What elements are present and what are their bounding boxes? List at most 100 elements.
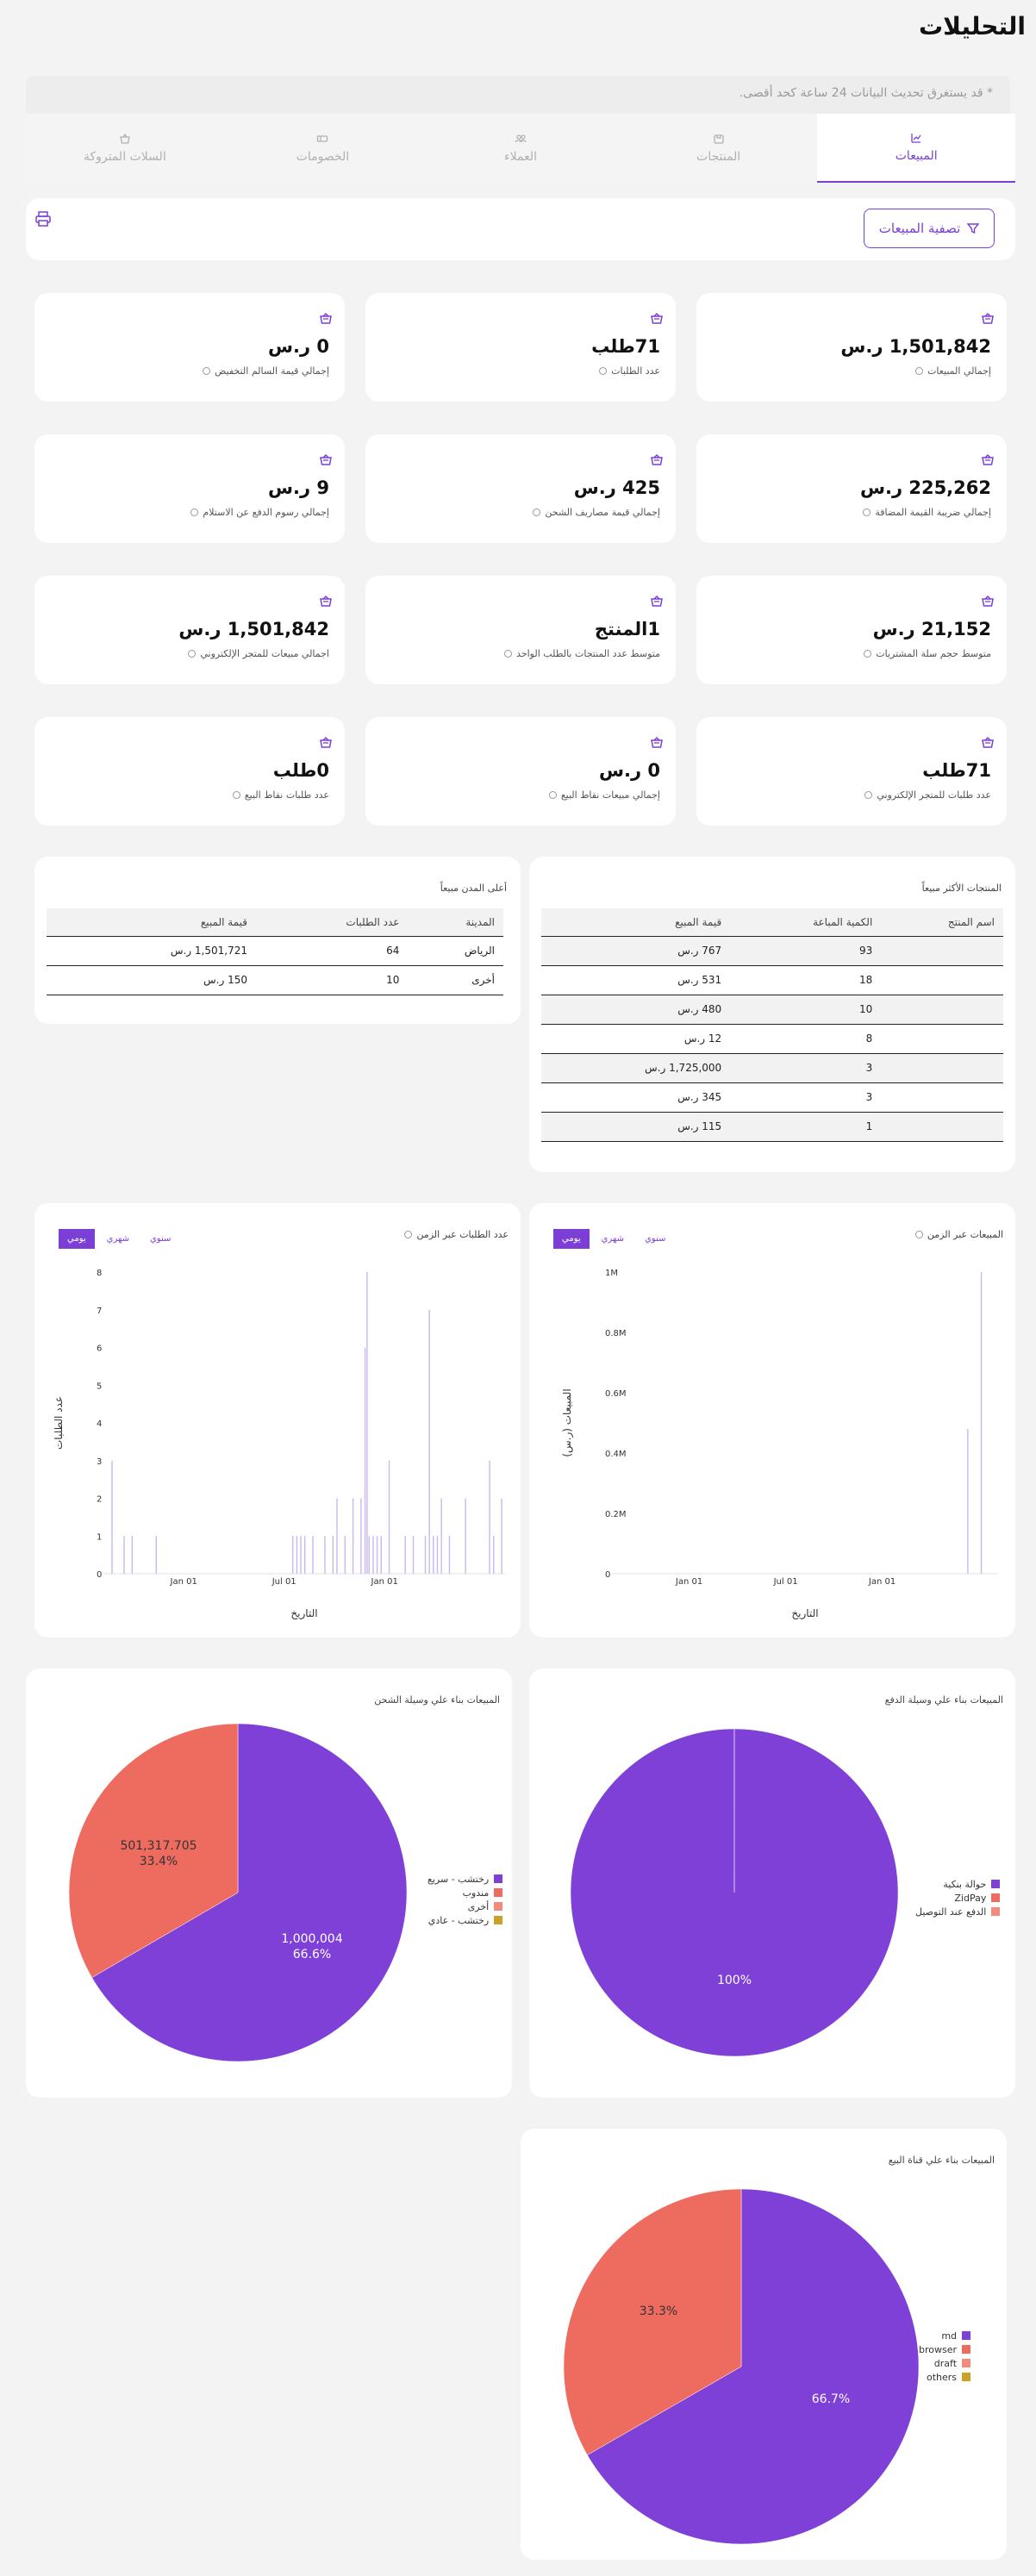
stat-label: عدد طلبات للمتجر الإلكتروني: [864, 789, 991, 801]
info-icon[interactable]: [533, 508, 541, 516]
info-icon[interactable]: [864, 791, 873, 799]
basket-icon: [982, 595, 994, 607]
bar[interactable]: [501, 1498, 502, 1575]
info-icon[interactable]: [599, 367, 608, 375]
y-tick-label: 4: [97, 1419, 102, 1429]
table-cell: أخرى: [408, 965, 503, 995]
y-tick-label: 0.8M: [605, 1329, 627, 1338]
print-icon[interactable]: [34, 210, 52, 228]
bar[interactable]: [428, 1309, 430, 1574]
bar[interactable]: [300, 1536, 302, 1574]
top-products-card: المنتجات الأكثر مبيعاً اسم المنتج الكمية …: [529, 857, 1015, 1172]
bar[interactable]: [967, 1429, 969, 1574]
bar[interactable]: [296, 1536, 298, 1574]
stat-card: 21,152 ر.س متوسط حجم سلة المشتريات: [696, 576, 1007, 684]
bar[interactable]: [436, 1536, 439, 1574]
basket-icon: [120, 133, 130, 144]
bar[interactable]: [380, 1536, 382, 1574]
basket-icon: [651, 453, 663, 465]
bar[interactable]: [155, 1536, 157, 1574]
bar[interactable]: [376, 1536, 378, 1574]
info-icon[interactable]: [914, 367, 923, 375]
chart-title: عدد الطلبات عبر الزمن: [404, 1229, 509, 1240]
bar[interactable]: [312, 1536, 314, 1574]
bar[interactable]: [433, 1536, 434, 1574]
bar[interactable]: [360, 1498, 362, 1575]
bar[interactable]: [448, 1536, 451, 1574]
y-tick-label: 0.2M: [605, 1510, 627, 1519]
x-tick-label: Jan 01: [675, 1577, 702, 1587]
stat-card: 1,501,842 ر.س إجمالي المبيعات: [696, 293, 1007, 402]
info-icon[interactable]: [863, 508, 871, 516]
period-option[interactable]: يومي: [553, 1229, 590, 1249]
tab-label: الخصومات: [296, 150, 350, 164]
bar[interactable]: [412, 1536, 415, 1574]
legend-item[interactable]: الدفع عند التوصيل: [915, 1905, 1001, 1918]
bar[interactable]: [388, 1460, 390, 1574]
bar[interactable]: [324, 1536, 326, 1574]
bar[interactable]: [111, 1460, 113, 1574]
period-option[interactable]: شهري: [601, 1234, 624, 1244]
stat-label: اجمالي مبيعات للمتجر الإلكتروني: [188, 648, 329, 659]
bar[interactable]: [424, 1536, 427, 1574]
stat-value: 71طلب: [922, 760, 991, 781]
bar[interactable]: [404, 1536, 406, 1574]
orders-over-time-card: عدد الطلبات عبر الزمن يومي شهري سنوي 0 1 2 3 4 5 6…: [34, 1203, 521, 1637]
legend-item[interactable]: others: [919, 2370, 971, 2384]
info-icon[interactable]: [203, 367, 211, 375]
bar[interactable]: [493, 1536, 495, 1574]
info-icon[interactable]: [404, 1231, 413, 1238]
table-row: 18 531 ر.س: [541, 965, 1003, 995]
info-icon[interactable]: [864, 650, 872, 658]
info-icon[interactable]: [190, 508, 199, 516]
pie-slice[interactable]: [587, 2188, 920, 2545]
bar[interactable]: [368, 1536, 370, 1574]
stat-value: 0طلب: [272, 760, 329, 781]
bar[interactable]: [332, 1536, 334, 1574]
pie-chart: 66.7% 33.3%: [563, 2188, 920, 2545]
legend-item[interactable]: رختشب - عادي: [428, 1913, 503, 1927]
legend-item[interactable]: حوالة بنكية: [915, 1877, 1001, 1891]
table-cell: 10: [730, 995, 882, 1025]
bar[interactable]: [440, 1498, 442, 1575]
info-icon[interactable]: [548, 791, 557, 799]
period-option[interactable]: سنوي: [149, 1234, 172, 1244]
pie-slice[interactable]: [563, 2188, 742, 2455]
filter-sales-button[interactable]: تصفية المبيعات: [864, 209, 995, 248]
tab-1[interactable]: المنتجات: [620, 114, 818, 183]
tab-4[interactable]: السلات المتروكة: [26, 114, 224, 183]
period-option[interactable]: شهري: [106, 1234, 129, 1244]
tab-0[interactable]: المبيعات: [817, 114, 1015, 183]
bar[interactable]: [980, 1272, 983, 1574]
tab-3[interactable]: الخصومات: [224, 114, 422, 183]
bar[interactable]: [304, 1536, 306, 1574]
stat-label-text: إجمالي قيمة السالم التخفيض: [215, 365, 329, 377]
x-tick-label: Jan 01: [371, 1577, 398, 1587]
bar[interactable]: [131, 1536, 134, 1574]
pie-slice[interactable]: [91, 1723, 408, 2062]
period-option[interactable]: سنوي: [644, 1234, 666, 1244]
legend-item[interactable]: أخرى: [428, 1899, 503, 1913]
info-icon[interactable]: [914, 1231, 923, 1238]
legend-item[interactable]: مندوب: [428, 1886, 503, 1899]
legend-item[interactable]: browser: [919, 2342, 971, 2356]
legend-item[interactable]: ZidPay: [915, 1891, 1001, 1905]
legend-item[interactable]: draft: [919, 2356, 971, 2370]
bar[interactable]: [366, 1272, 368, 1574]
bar[interactable]: [489, 1460, 490, 1574]
bar[interactable]: [344, 1536, 346, 1574]
info-icon[interactable]: [188, 650, 197, 658]
tab-2[interactable]: العملاء: [421, 114, 620, 183]
stat-label-text: عدد طلبات للمتجر الإلكتروني: [877, 789, 991, 801]
legend-item[interactable]: رختشب - سريع: [428, 1872, 503, 1886]
period-option[interactable]: يومي: [59, 1229, 95, 1249]
legend-item[interactable]: md: [919, 2329, 971, 2342]
info-icon[interactable]: [232, 791, 240, 799]
info-icon[interactable]: [504, 650, 513, 658]
pie-slice[interactable]: [68, 1723, 239, 1978]
bar[interactable]: [372, 1536, 374, 1574]
table-row: 3 1,725,000 ر.س: [541, 1053, 1003, 1083]
bar[interactable]: [336, 1498, 338, 1575]
bar[interactable]: [123, 1536, 125, 1574]
bar[interactable]: [292, 1536, 294, 1574]
